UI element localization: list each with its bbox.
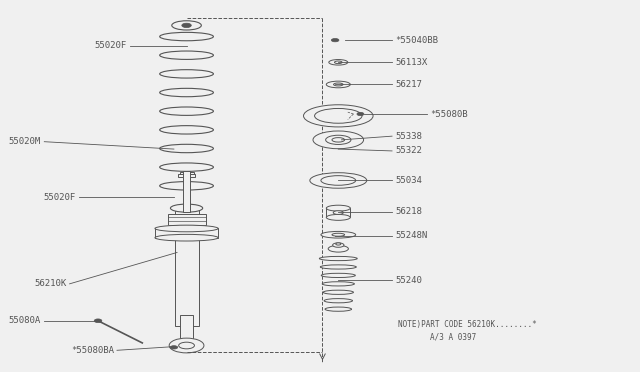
Text: NOTE)PART CODE 56210K........*: NOTE)PART CODE 56210K........* [398,320,537,329]
Ellipse shape [315,109,362,123]
Ellipse shape [320,265,356,269]
Text: 55020F: 55020F [44,193,76,202]
Ellipse shape [328,246,348,252]
Ellipse shape [332,233,344,236]
Ellipse shape [303,105,373,127]
Text: 56210K: 56210K [34,279,67,288]
Ellipse shape [321,231,356,238]
Bar [333,182,343,185]
Ellipse shape [179,342,195,349]
Ellipse shape [94,319,102,323]
Ellipse shape [169,338,204,353]
Bar [168,214,205,225]
Ellipse shape [324,299,353,303]
Ellipse shape [313,131,364,149]
Ellipse shape [326,214,350,220]
Ellipse shape [333,83,343,86]
Ellipse shape [172,21,202,30]
Ellipse shape [155,234,218,241]
Ellipse shape [335,61,342,64]
Ellipse shape [332,138,344,142]
Ellipse shape [170,204,203,212]
Ellipse shape [333,211,343,214]
Text: 55322: 55322 [395,147,422,155]
Ellipse shape [326,205,350,211]
Ellipse shape [336,243,341,245]
Ellipse shape [310,173,367,188]
Bar [326,208,350,217]
Bar [180,172,193,176]
Text: 56113X: 56113X [395,58,428,67]
Ellipse shape [326,135,351,144]
Ellipse shape [155,225,218,232]
Text: 55338: 55338 [395,132,422,141]
Text: 55080A: 55080A [9,316,41,325]
Ellipse shape [321,176,356,185]
Text: *55080B: *55080B [430,109,468,119]
Ellipse shape [326,81,350,88]
Text: 55034: 55034 [395,176,422,185]
Bar [175,206,198,326]
Ellipse shape [319,256,357,261]
Text: 55248N: 55248N [395,231,428,240]
Ellipse shape [322,282,355,286]
Bar [155,228,218,238]
Ellipse shape [321,273,355,278]
Text: 55020F: 55020F [94,41,127,50]
Text: 55240: 55240 [395,276,422,285]
Text: 56218: 56218 [395,207,422,217]
Text: *55040BB: *55040BB [395,36,438,45]
Text: A/3 A 0397: A/3 A 0397 [430,333,476,342]
Ellipse shape [357,112,364,116]
Text: 55020M: 55020M [9,137,41,146]
Ellipse shape [182,23,191,28]
Ellipse shape [170,346,178,349]
Ellipse shape [333,243,344,247]
Bar [178,174,195,177]
Text: *55080BA: *55080BA [71,346,114,355]
Bar [180,315,193,339]
Text: 56217: 56217 [395,80,422,89]
Ellipse shape [325,307,351,311]
Ellipse shape [332,38,339,42]
Ellipse shape [329,60,348,65]
Bar [183,171,190,212]
Ellipse shape [323,290,353,294]
